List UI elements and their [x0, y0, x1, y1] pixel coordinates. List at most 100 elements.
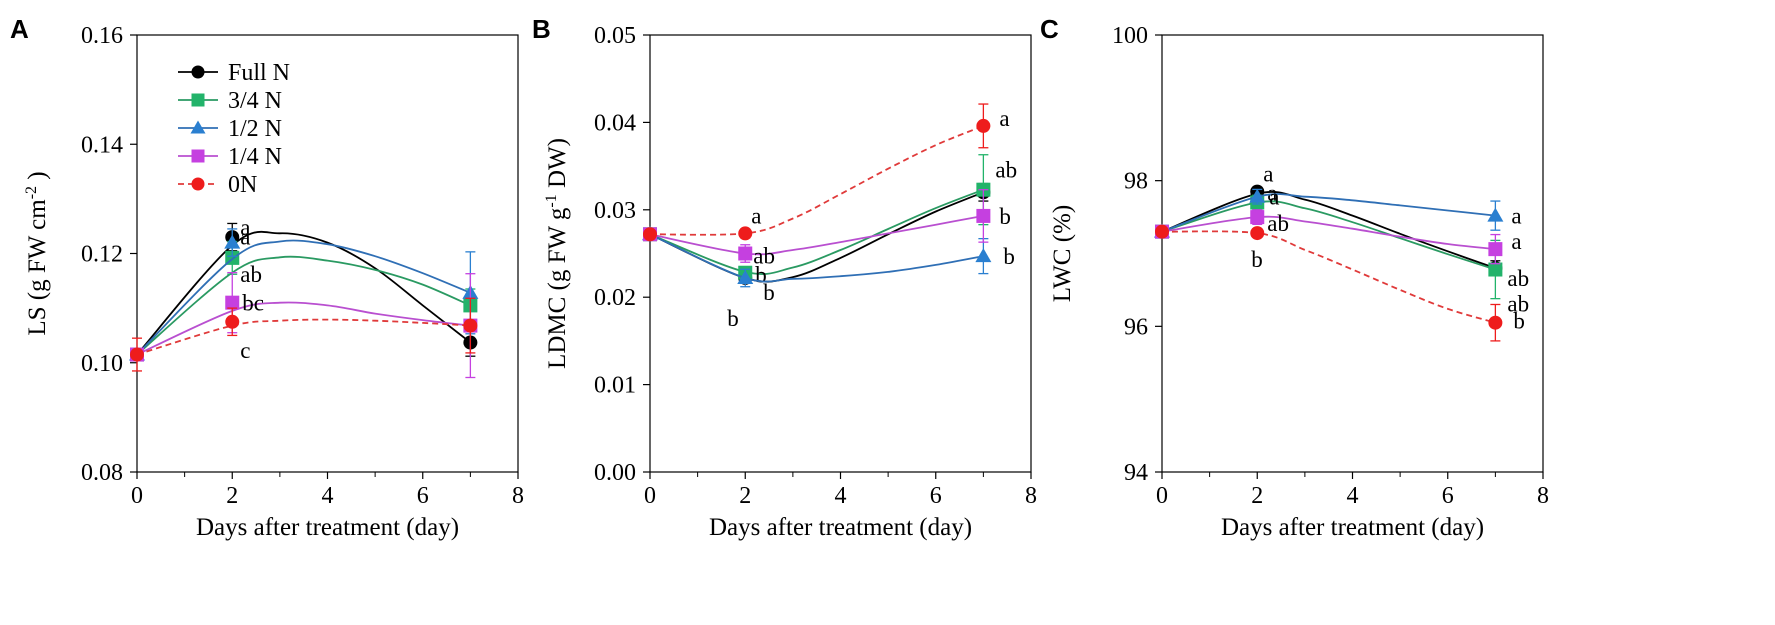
y-tick-label: 0.03 — [594, 198, 636, 224]
y-tick-label: 0.02 — [594, 285, 636, 311]
x-tick-label: 6 — [930, 483, 942, 509]
data-point — [130, 347, 144, 362]
significance-label: ab — [995, 158, 1017, 183]
series-line — [1161, 193, 1496, 233]
series-line — [136, 301, 471, 356]
series-line — [649, 233, 984, 283]
y-tick-label: 96 — [1124, 314, 1148, 340]
y-tick-label: 0.04 — [594, 110, 636, 136]
legend-marker — [190, 120, 206, 134]
series-0n: aa — [643, 103, 1010, 242]
x-tick-label: 4 — [835, 483, 847, 509]
y-axis-title-main: LS (g FW cm — [24, 199, 51, 336]
x-tick-label: 0 — [1156, 483, 1168, 509]
data-point — [738, 226, 753, 241]
significance-label: bc — [242, 291, 264, 316]
series-1-4-n: bc — [130, 271, 478, 379]
y-tick-label: 0.05 — [594, 23, 636, 49]
y-tick-label: 0.00 — [594, 460, 636, 486]
significance-label: a — [240, 225, 250, 250]
significance-label: b — [1003, 244, 1015, 269]
significance-label: ab — [1267, 211, 1289, 236]
y-axis-title-main: LDMC (g FW g — [544, 207, 571, 369]
chart-panel-b: B 0 2 4 6 8 0.00 0.01 0.02 0.03 0.04 0.05 Days after… — [532, 14, 1037, 541]
y-axis-title-sup: -2 — [23, 186, 40, 199]
plot-frame — [1161, 34, 1544, 473]
data-point — [1250, 226, 1265, 241]
data-point — [976, 118, 991, 133]
data-point — [1487, 207, 1504, 222]
x-tick-label: 0 — [644, 483, 656, 509]
data-point — [1155, 224, 1169, 239]
x-tick-label: 6 — [417, 483, 429, 509]
legend-label: Full N — [228, 60, 290, 86]
legend-marker — [191, 65, 205, 79]
legend: Full N3/4 N1/2 N1/4 N0N — [178, 60, 290, 198]
x-axis-title: Days after treatment (day) — [196, 514, 459, 541]
y-axis-title-main: LWC (%) — [1049, 205, 1076, 302]
series-line — [1161, 215, 1496, 250]
chart-panel-c: C 0 2 4 6 8 94 96 98 100 Days after treatment (day… — [1040, 14, 1549, 541]
x-tick-label: 4 — [1347, 483, 1359, 509]
chart-panel-a: A 0 2 4 6 8 0.08 0.10 0.12 0.14 0.16 Days after tre… — [10, 14, 524, 541]
x-tick-label: 2 — [739, 483, 751, 509]
y-tick-label: 100 — [1112, 23, 1148, 49]
legend-label: 1/2 N — [228, 116, 282, 142]
y-axis-title-sup: -1 — [543, 194, 560, 207]
series-full-n: a — [130, 215, 478, 362]
y-axis-title: LWC (%) — [1049, 205, 1076, 302]
significance-label: b — [727, 306, 739, 331]
legend-marker — [191, 93, 205, 107]
significance-label: a — [751, 203, 761, 228]
x-tick-label: 4 — [322, 483, 334, 509]
x-tick-label: 0 — [131, 483, 143, 509]
data-point — [738, 246, 753, 261]
series-3-4-n: bab — [643, 154, 1017, 288]
y-axis-title-tail: DW) — [544, 138, 571, 194]
data-point — [976, 208, 991, 223]
data-point — [224, 234, 241, 249]
series-line — [649, 125, 984, 236]
x-tick-label: 8 — [512, 483, 524, 509]
legend-label: 1/4 N — [228, 144, 282, 170]
significance-label: c — [240, 338, 250, 363]
x-tick-label: 2 — [1251, 483, 1263, 509]
y-tick-label: 0.14 — [81, 132, 123, 158]
significance-label: a — [1511, 229, 1521, 254]
series-0n: bb — [1155, 224, 1525, 342]
series-1-2-n: a — [129, 225, 479, 361]
data-point — [225, 314, 240, 329]
significance-label: a — [1511, 204, 1521, 229]
legend-label: 0N — [228, 172, 257, 198]
x-tick-label: 8 — [1537, 483, 1549, 509]
series-line — [649, 188, 984, 275]
plot-frame — [649, 34, 1032, 473]
series-line — [649, 215, 984, 256]
series-0n: c — [130, 297, 478, 372]
significance-label: a — [999, 106, 1009, 131]
data-point — [1250, 210, 1265, 225]
series-line — [136, 318, 471, 356]
y-axis-title-tail: ) — [24, 171, 51, 186]
significance-label: ab — [753, 244, 775, 269]
data-point — [225, 295, 240, 310]
significance-label: b — [1251, 247, 1263, 272]
series-line — [1161, 191, 1496, 269]
y-tick-label: 0.01 — [594, 373, 636, 399]
series-line — [136, 239, 471, 356]
significance-label: a — [240, 215, 250, 240]
legend-marker — [191, 177, 205, 191]
data-point — [463, 318, 478, 333]
significance-label: b — [999, 204, 1011, 229]
significance-label: a — [1263, 162, 1273, 187]
data-point — [1488, 262, 1503, 277]
x-axis-title: Days after treatment (day) — [709, 514, 972, 541]
legend-label: 3/4 N — [228, 88, 282, 114]
y-tick-label: 0.12 — [81, 242, 123, 268]
x-tick-label: 8 — [1025, 483, 1037, 509]
series-line — [136, 230, 471, 356]
y-tick-label: 0.10 — [81, 351, 123, 377]
y-tick-label: 98 — [1124, 169, 1148, 195]
data-point — [643, 227, 657, 242]
